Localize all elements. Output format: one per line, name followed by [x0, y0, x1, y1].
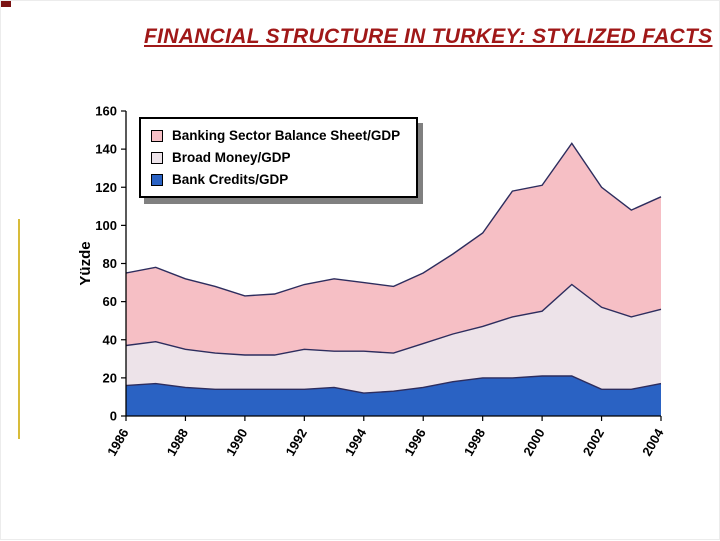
x-tick-label: 1986	[104, 426, 131, 459]
y-tick-label: 100	[95, 218, 117, 233]
y-tick-label: 80	[103, 256, 117, 271]
y-tick-label: 160	[95, 104, 117, 119]
y-axis-title: Yüzde	[77, 241, 94, 285]
legend-swatch-banking-balance-sheet	[151, 129, 163, 142]
line-series-1	[125, 283, 662, 356]
legend-item-bank-credits: Bank Credits/GDP	[151, 172, 400, 187]
x-tick-label: 2004	[639, 425, 667, 458]
legend-swatch-broad-money	[151, 151, 163, 164]
line-series-0	[125, 142, 662, 297]
legend-swatch-bank-credits	[151, 173, 163, 186]
y-tick-label: 20	[103, 370, 117, 385]
corner-accent	[1, 1, 11, 7]
x-tick-label: 1988	[164, 426, 191, 459]
area-series-2	[126, 376, 661, 416]
y-tick-label: 40	[103, 332, 117, 347]
page-title: FINANCIAL STRUCTURE IN TURKEY: STYLIZED …	[144, 25, 713, 48]
y-tick-label: 120	[95, 180, 117, 195]
line-series-2	[125, 375, 662, 394]
x-tick-label: 1994	[342, 425, 370, 458]
x-tick-label: 1998	[461, 426, 488, 459]
y-tick-label: 140	[95, 142, 117, 157]
x-tick-label: 1990	[223, 426, 250, 459]
legend-label-broad-money: Broad Money/GDP	[172, 150, 291, 165]
legend-item-banking-balance-sheet: Banking Sector Balance Sheet/GDP	[151, 128, 400, 143]
y-tick-label: 60	[103, 294, 117, 309]
x-tick-label: 1996	[401, 426, 428, 459]
legend-label-banking-balance-sheet: Banking Sector Balance Sheet/GDP	[172, 128, 401, 143]
x-tick-label: 2000	[520, 426, 547, 459]
x-tick-label: 2002	[580, 426, 607, 459]
legend-item-broad-money: Broad Money/GDP	[151, 150, 400, 165]
chart-legend: Banking Sector Balance Sheet/GDP Broad M…	[139, 117, 419, 198]
x-tick-label: 1992	[282, 426, 309, 459]
legend-label-bank-credits: Bank Credits/GDP	[172, 172, 289, 187]
left-accent-line	[18, 219, 20, 439]
y-tick-label: 0	[110, 409, 117, 424]
